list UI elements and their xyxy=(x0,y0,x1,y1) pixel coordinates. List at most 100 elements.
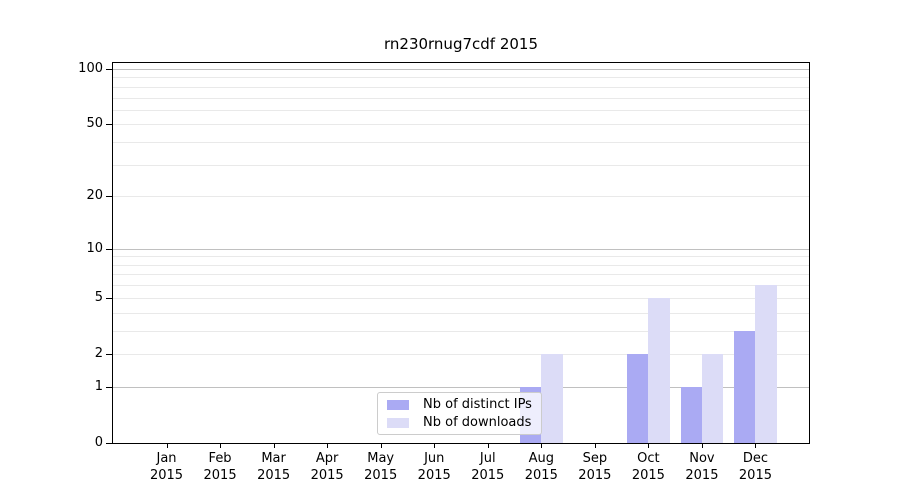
gridline-minor xyxy=(113,285,809,287)
x-tick-label-month: Nov xyxy=(689,451,715,466)
x-tick-label-year: 2015 xyxy=(310,468,344,483)
y-tick-mark xyxy=(106,124,112,126)
bar-downloads xyxy=(701,353,724,443)
x-tick-label: Jan 2015 xyxy=(137,450,197,484)
x-tick-label-year: 2015 xyxy=(417,468,451,483)
x-tick-label-month: Apr xyxy=(315,451,339,466)
legend-row: Nb of distinct IPs xyxy=(387,397,532,412)
x-tick-label-year: 2015 xyxy=(631,468,665,483)
x-tick-label-month: Mar xyxy=(261,451,286,466)
bar-downloads xyxy=(755,285,777,443)
x-tick-label-year: 2015 xyxy=(471,468,505,483)
y-tick-label: 10 xyxy=(86,240,103,256)
x-tick-label-month: May xyxy=(367,451,395,466)
x-tick-label-year: 2015 xyxy=(364,468,398,483)
y-tick-label: 1 xyxy=(94,378,103,394)
gridline-minor xyxy=(113,109,809,111)
x-tick-label: Apr 2015 xyxy=(297,450,357,484)
x-tick-label: May 2015 xyxy=(351,450,411,484)
x-tick-mark xyxy=(755,444,757,448)
y-tick-mark xyxy=(106,443,112,444)
gridline-minor xyxy=(113,264,809,266)
x-tick-label: Jun 2015 xyxy=(404,450,464,484)
y-tick-label: 5 xyxy=(94,289,103,305)
y-tick-label: 20 xyxy=(86,188,103,204)
x-tick-label-year: 2015 xyxy=(685,468,719,483)
x-tick-mark xyxy=(648,444,650,448)
y-tick-label: 0 xyxy=(94,435,103,450)
gridline-minor xyxy=(113,164,809,166)
gridline-minor xyxy=(113,77,809,79)
x-tick-label-month: Feb xyxy=(208,451,232,466)
bar-distinct-ips xyxy=(626,353,649,443)
gridline-minor xyxy=(113,142,809,144)
gridline-minor xyxy=(113,330,809,332)
gridline-major xyxy=(113,386,809,388)
y-tick-mark xyxy=(106,196,112,198)
gridline-major xyxy=(113,69,809,70)
gridline-minor xyxy=(113,274,809,276)
y-tick-mark xyxy=(106,69,112,70)
y-tick-mark xyxy=(106,353,112,355)
legend-label: Nb of distinct IPs xyxy=(423,397,532,412)
gridline-minor xyxy=(113,124,809,126)
x-tick-label-month: Oct xyxy=(637,451,660,466)
x-tick-label: Nov 2015 xyxy=(672,450,732,484)
gridline-minor xyxy=(113,256,809,258)
x-tick-label-year: 2015 xyxy=(257,468,291,483)
y-tick-label: 2 xyxy=(94,345,103,361)
x-tick-mark xyxy=(327,444,329,448)
gridline-minor xyxy=(113,196,809,198)
x-tick-label-year: 2015 xyxy=(738,468,772,483)
gridline-minor xyxy=(113,297,809,299)
plot-area xyxy=(112,62,810,444)
x-tick-label-month: Jan xyxy=(156,451,177,466)
chart-title: rn230rnug7cdf 2015 xyxy=(383,35,538,53)
bar-distinct-ips xyxy=(680,386,702,443)
x-tick-label-year: 2015 xyxy=(149,468,184,483)
legend-row: Nb of downloads xyxy=(387,415,532,430)
legend: Nb of distinct IPs Nb of downloads xyxy=(377,392,542,435)
x-tick-label-year: 2015 xyxy=(578,468,612,483)
bar-downloads xyxy=(541,353,563,443)
gridline-major xyxy=(113,248,809,250)
x-tick-label: Aug 2015 xyxy=(511,450,571,484)
y-tick-label: 50 xyxy=(86,116,103,132)
x-tick-label: Feb 2015 xyxy=(190,450,250,484)
y-tick-mark xyxy=(106,297,112,299)
gridline-minor xyxy=(113,97,809,99)
x-tick-label: Dec 2015 xyxy=(725,450,785,484)
y-tick-mark xyxy=(106,386,112,388)
bar-downloads xyxy=(648,297,670,443)
x-tick-mark xyxy=(701,444,703,448)
y-tick-label: 100 xyxy=(78,61,103,76)
x-tick-label: Oct 2015 xyxy=(618,450,678,484)
x-tick-mark xyxy=(594,444,596,448)
bar-distinct-ips xyxy=(734,330,756,443)
x-tick-mark xyxy=(541,444,543,448)
x-tick-label-year: 2015 xyxy=(203,468,237,483)
legend-label: Nb of downloads xyxy=(423,415,532,430)
x-tick-label: Jul 2015 xyxy=(458,450,518,484)
x-tick-label-month: Jun xyxy=(424,451,445,466)
x-tick-label-month: Aug xyxy=(528,451,554,466)
gridline-minor xyxy=(113,86,809,88)
x-tick-mark xyxy=(166,444,168,448)
x-tick-mark xyxy=(220,444,222,448)
x-tick-label-month: Dec xyxy=(742,451,769,466)
gridline-minor xyxy=(113,312,809,314)
x-tick-label-month: Jul xyxy=(479,451,496,466)
x-tick-mark xyxy=(434,444,436,448)
x-tick-mark xyxy=(273,444,275,448)
gridline-minor xyxy=(113,353,809,355)
x-tick-label: Mar 2015 xyxy=(244,450,304,484)
x-tick-label-month: Sep xyxy=(582,451,608,466)
x-tick-mark xyxy=(380,444,382,448)
x-tick-mark xyxy=(487,444,489,448)
x-tick-label-year: 2015 xyxy=(524,468,558,483)
y-tick-mark xyxy=(106,248,112,250)
legend-swatch-downloads xyxy=(387,417,409,428)
legend-swatch-distinct-ips xyxy=(387,399,409,410)
x-tick-label: Sep 2015 xyxy=(565,450,625,484)
